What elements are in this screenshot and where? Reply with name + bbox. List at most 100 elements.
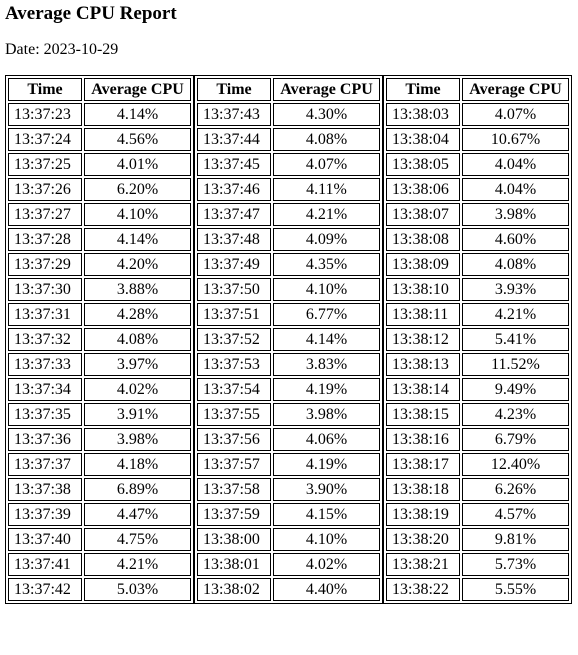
time-cell: 13:37:57 bbox=[197, 453, 271, 476]
average-cpu-cell: 4.10% bbox=[273, 528, 380, 551]
table-row: 13:38:03 4.07% bbox=[386, 103, 569, 126]
time-cell: 13:37:36 bbox=[8, 428, 82, 451]
table-row: 13:38:10 3.93% bbox=[386, 278, 569, 301]
table-row: 13:38:02 4.40% bbox=[197, 578, 380, 601]
time-cell: 13:38:21 bbox=[386, 553, 460, 576]
table-header-row: Time Average CPU bbox=[197, 78, 380, 101]
average-cpu-cell: 4.14% bbox=[84, 103, 191, 126]
time-cell: 13:37:48 bbox=[197, 228, 271, 251]
table-row: 13:37:48 4.09% bbox=[197, 228, 380, 251]
table-row: 13:38:11 4.21% bbox=[386, 303, 569, 326]
time-cell: 13:37:38 bbox=[8, 478, 82, 501]
cpu-table-3: Time Average CPU 13:38:03 4.07% 13:38:04 10… bbox=[383, 75, 572, 604]
time-cell: 13:37:31 bbox=[8, 303, 82, 326]
average-cpu-cell: 3.91% bbox=[84, 403, 191, 426]
table-row: 13:37:52 4.14% bbox=[197, 328, 380, 351]
table-row: 13:37:49 4.35% bbox=[197, 253, 380, 276]
average-cpu-cell: 9.81% bbox=[462, 528, 569, 551]
table-row: 13:37:40 4.75% bbox=[8, 528, 191, 551]
time-cell: 13:38:06 bbox=[386, 178, 460, 201]
table-row: 13:38:22 5.55% bbox=[386, 578, 569, 601]
average-cpu-cell: 4.04% bbox=[462, 153, 569, 176]
time-cell: 13:37:33 bbox=[8, 353, 82, 376]
average-cpu-cell: 4.30% bbox=[273, 103, 380, 126]
time-cell: 13:37:23 bbox=[8, 103, 82, 126]
table-row: 13:37:32 4.08% bbox=[8, 328, 191, 351]
average-cpu-cell: 4.15% bbox=[273, 503, 380, 526]
average-cpu-cell: 4.47% bbox=[84, 503, 191, 526]
table-row: 13:38:13 11.52% bbox=[386, 353, 569, 376]
column-header-time: Time bbox=[386, 78, 460, 101]
average-cpu-cell: 4.10% bbox=[273, 278, 380, 301]
table-row: 13:37:37 4.18% bbox=[8, 453, 191, 476]
table-row: 13:38:06 4.04% bbox=[386, 178, 569, 201]
table-body: 13:38:03 4.07% 13:38:04 10.67% 13:38:05 4.04%… bbox=[386, 103, 569, 601]
average-cpu-cell: 5.55% bbox=[462, 578, 569, 601]
table-row: 13:37:54 4.19% bbox=[197, 378, 380, 401]
time-cell: 13:37:27 bbox=[8, 203, 82, 226]
average-cpu-cell: 4.75% bbox=[84, 528, 191, 551]
average-cpu-cell: 6.26% bbox=[462, 478, 569, 501]
table-row: 13:37:35 3.91% bbox=[8, 403, 191, 426]
table-header-row: Time Average CPU bbox=[8, 78, 191, 101]
column-header-average-cpu: Average CPU bbox=[84, 78, 191, 101]
average-cpu-cell: 5.73% bbox=[462, 553, 569, 576]
table-row: 13:37:53 3.83% bbox=[197, 353, 380, 376]
average-cpu-cell: 4.10% bbox=[84, 203, 191, 226]
time-cell: 13:38:09 bbox=[386, 253, 460, 276]
average-cpu-cell: 6.20% bbox=[84, 178, 191, 201]
time-cell: 13:38:17 bbox=[386, 453, 460, 476]
average-cpu-cell: 3.98% bbox=[84, 428, 191, 451]
average-cpu-cell: 5.03% bbox=[84, 578, 191, 601]
table-row: 13:37:56 4.06% bbox=[197, 428, 380, 451]
table-row: 13:37:24 4.56% bbox=[8, 128, 191, 151]
table-row: 13:37:23 4.14% bbox=[8, 103, 191, 126]
table-row: 13:38:15 4.23% bbox=[386, 403, 569, 426]
average-cpu-cell: 4.18% bbox=[84, 453, 191, 476]
table-body: 13:37:23 4.14% 13:37:24 4.56% 13:37:25 4.01% 1… bbox=[8, 103, 191, 601]
average-cpu-cell: 10.67% bbox=[462, 128, 569, 151]
average-cpu-cell: 3.98% bbox=[273, 403, 380, 426]
time-cell: 13:38:04 bbox=[386, 128, 460, 151]
average-cpu-cell: 4.20% bbox=[84, 253, 191, 276]
average-cpu-cell: 4.28% bbox=[84, 303, 191, 326]
table-row: 13:37:41 4.21% bbox=[8, 553, 191, 576]
table-row: 13:37:42 5.03% bbox=[8, 578, 191, 601]
average-cpu-cell: 4.19% bbox=[273, 453, 380, 476]
average-cpu-cell: 12.40% bbox=[462, 453, 569, 476]
table-row: 13:38:00 4.10% bbox=[197, 528, 380, 551]
time-cell: 13:37:52 bbox=[197, 328, 271, 351]
time-cell: 13:38:22 bbox=[386, 578, 460, 601]
time-cell: 13:38:11 bbox=[386, 303, 460, 326]
table-row: 13:37:44 4.08% bbox=[197, 128, 380, 151]
average-cpu-cell: 6.77% bbox=[273, 303, 380, 326]
table-row: 13:38:17 12.40% bbox=[386, 453, 569, 476]
table-row: 13:37:25 4.01% bbox=[8, 153, 191, 176]
time-cell: 13:38:14 bbox=[386, 378, 460, 401]
table-row: 13:37:29 4.20% bbox=[8, 253, 191, 276]
average-cpu-cell: 4.02% bbox=[84, 378, 191, 401]
table-row: 13:37:38 6.89% bbox=[8, 478, 191, 501]
time-cell: 13:38:16 bbox=[386, 428, 460, 451]
column-header-average-cpu: Average CPU bbox=[273, 78, 380, 101]
table-row: 13:37:46 4.11% bbox=[197, 178, 380, 201]
average-cpu-cell: 3.93% bbox=[462, 278, 569, 301]
table-row: 13:38:16 6.79% bbox=[386, 428, 569, 451]
average-cpu-cell: 4.08% bbox=[273, 128, 380, 151]
time-cell: 13:37:45 bbox=[197, 153, 271, 176]
time-cell: 13:37:56 bbox=[197, 428, 271, 451]
time-cell: 13:38:20 bbox=[386, 528, 460, 551]
time-cell: 13:38:00 bbox=[197, 528, 271, 551]
average-cpu-cell: 4.09% bbox=[273, 228, 380, 251]
table-row: 13:38:09 4.08% bbox=[386, 253, 569, 276]
time-cell: 13:37:25 bbox=[8, 153, 82, 176]
average-cpu-cell: 4.02% bbox=[273, 553, 380, 576]
average-cpu-cell: 5.41% bbox=[462, 328, 569, 351]
average-cpu-cell: 9.49% bbox=[462, 378, 569, 401]
time-cell: 13:37:53 bbox=[197, 353, 271, 376]
average-cpu-cell: 4.14% bbox=[84, 228, 191, 251]
time-cell: 13:37:54 bbox=[197, 378, 271, 401]
table-row: 13:37:45 4.07% bbox=[197, 153, 380, 176]
average-cpu-cell: 4.21% bbox=[273, 203, 380, 226]
time-cell: 13:37:41 bbox=[8, 553, 82, 576]
